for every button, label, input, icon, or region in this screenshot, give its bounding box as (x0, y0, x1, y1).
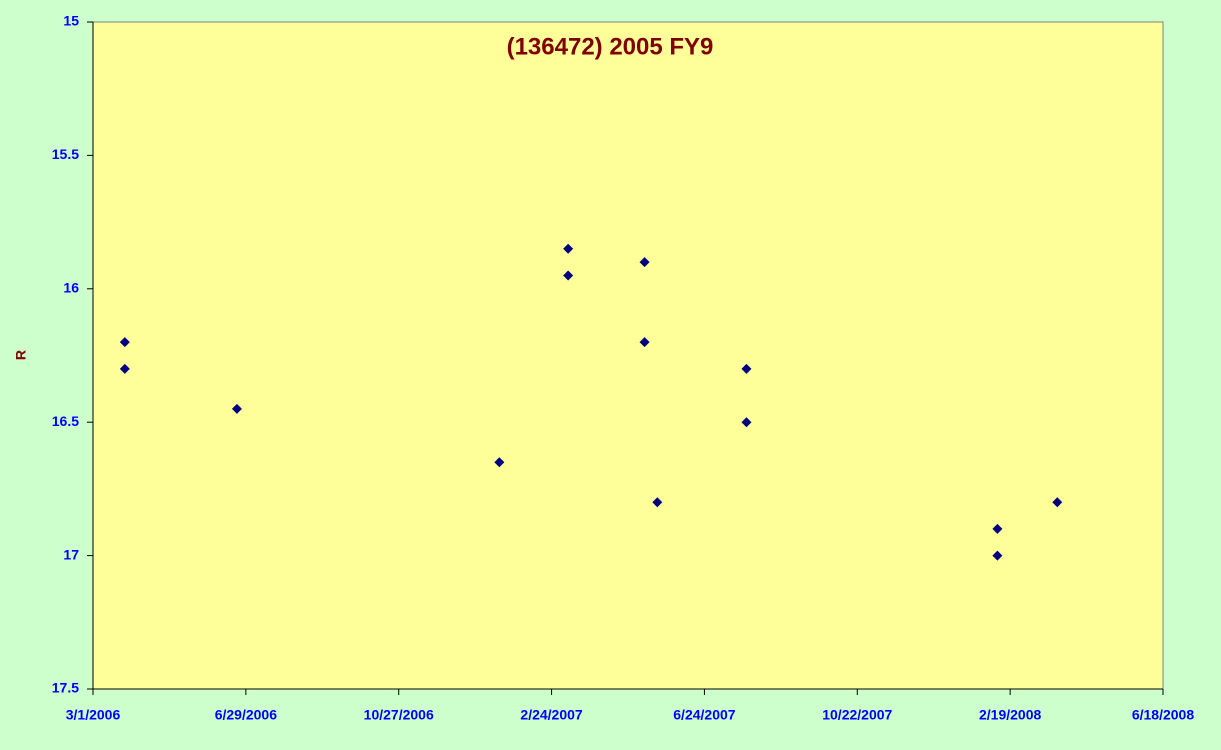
point (639, 337, 650, 348)
point (639, 257, 650, 268)
point (741, 363, 752, 374)
point (119, 337, 130, 348)
y-tick-label: 15.5 (52, 146, 79, 162)
y-axis-label: R (13, 350, 29, 360)
x-tick-label: 10/22/2007 (822, 707, 892, 723)
point (992, 523, 1003, 534)
x-tick-label: 2/19/2008 (979, 707, 1041, 723)
point (563, 270, 574, 281)
y-tick-label: 17.5 (52, 680, 79, 696)
y-tick-label: 16.5 (52, 413, 79, 429)
plot-area (92, 21, 1164, 690)
point (992, 550, 1003, 561)
x-tick-label: 10/27/2006 (364, 707, 434, 723)
point (741, 417, 752, 428)
point (494, 457, 505, 468)
x-tick-label: 3/1/2006 (66, 707, 121, 723)
point (563, 243, 574, 254)
x-tick-label: 6/29/2006 (215, 707, 277, 723)
point (119, 363, 130, 374)
chart-title: (136472) 2005 FY9 (507, 33, 714, 60)
x-tick-label: 6/18/2008 (1132, 707, 1194, 723)
y-tick-label: 17 (63, 546, 79, 562)
y-tick-label: 16 (63, 280, 79, 296)
x-tick-label: 6/24/2007 (673, 707, 735, 723)
point (231, 403, 242, 414)
x-tick-label: 2/24/2007 (520, 707, 582, 723)
point (652, 497, 663, 508)
y-tick-label: 15 (63, 13, 79, 29)
point (1052, 497, 1063, 508)
